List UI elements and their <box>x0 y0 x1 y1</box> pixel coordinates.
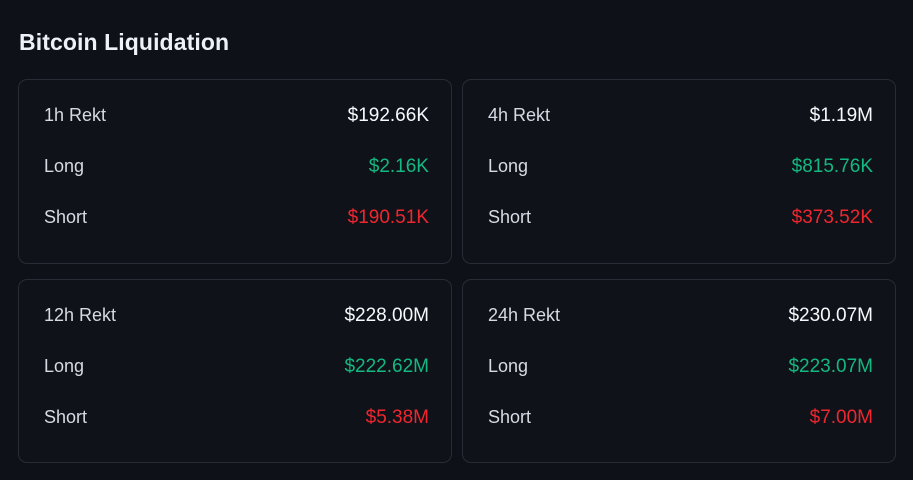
rekt-value: $1.19M <box>809 105 873 126</box>
long-row: Long $815.76K <box>488 155 873 206</box>
long-row: Long $223.07M <box>488 355 873 406</box>
short-value: $190.51K <box>347 207 429 228</box>
short-row: Short $7.00M <box>488 406 873 429</box>
long-label: Long <box>44 355 85 376</box>
long-label: Long <box>488 156 529 176</box>
liquidation-card-24h: 24h Rekt $230.07M Long $223.07M Short $7… <box>462 278 896 463</box>
liquidation-card-1h: 1h Rekt $192.66K Long $2.16K Short $190.… <box>18 79 452 264</box>
short-value: $373.52K <box>791 207 873 228</box>
rekt-label: 4h Rekt <box>488 105 551 125</box>
liquidation-card-12h: 12h Rekt $228.00M Long $222.62M Short $5… <box>18 278 452 463</box>
short-row: Short $190.51K <box>44 206 429 229</box>
short-row: Short $373.52K <box>488 206 873 229</box>
short-label: Short <box>488 406 532 427</box>
long-value: $2.16K <box>368 156 429 177</box>
long-value: $222.62M <box>344 355 429 377</box>
rekt-value: $192.66K <box>347 105 429 126</box>
rekt-value: $230.07M <box>788 304 873 326</box>
short-value: $5.38M <box>365 406 429 428</box>
long-value: $223.07M <box>788 355 873 377</box>
short-value: $7.00M <box>809 406 873 428</box>
rekt-label: 1h Rekt <box>44 105 107 125</box>
short-row: Short $5.38M <box>44 406 429 429</box>
long-value: $815.76K <box>791 156 873 177</box>
rekt-label: 24h Rekt <box>488 304 561 325</box>
liquidation-card-grid: 1h Rekt $192.66K Long $2.16K Short $190.… <box>18 79 896 463</box>
long-label: Long <box>488 355 529 376</box>
page-title: Bitcoin Liquidation <box>19 29 230 55</box>
short-label: Short <box>488 207 532 227</box>
rekt-row: 4h Rekt $1.19M <box>488 104 873 155</box>
long-row: Long $222.62M <box>44 355 429 406</box>
rekt-row: 1h Rekt $192.66K <box>44 104 429 155</box>
short-label: Short <box>44 406 88 427</box>
long-label: Long <box>44 156 85 176</box>
rekt-row: 12h Rekt $228.00M <box>44 304 429 355</box>
liquidation-card-4h: 4h Rekt $1.19M Long $815.76K Short $373.… <box>462 79 896 264</box>
short-label: Short <box>44 207 88 227</box>
rekt-row: 24h Rekt $230.07M <box>488 304 873 355</box>
rekt-value: $228.00M <box>344 304 429 326</box>
rekt-label: 12h Rekt <box>44 304 117 325</box>
long-row: Long $2.16K <box>44 155 429 206</box>
